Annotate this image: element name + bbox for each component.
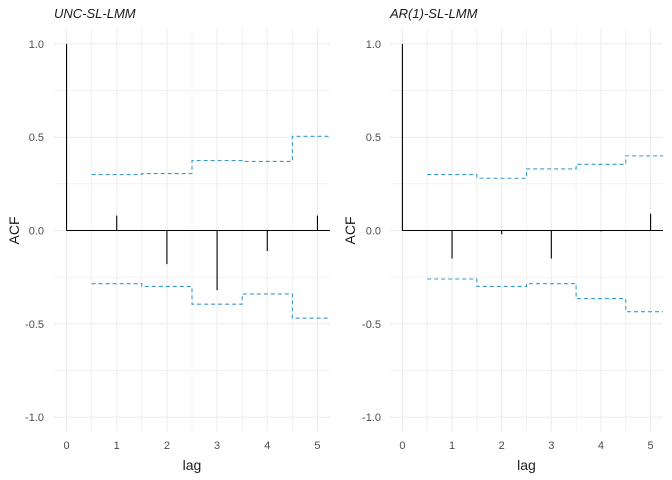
x-tick-label: 1 <box>449 440 455 452</box>
panel-title: UNC-SL-LMM <box>54 6 136 21</box>
x-tick-label: 5 <box>648 440 654 452</box>
ci-upper-line <box>427 155 663 179</box>
x-tick-label: 0 <box>399 440 405 452</box>
y-tick-label: 0.0 <box>366 226 381 238</box>
x-axis-title: lag <box>517 457 536 473</box>
x-tick-label: 4 <box>264 440 270 452</box>
x-tick-label: 4 <box>598 440 604 452</box>
y-tick-label: -0.5 <box>362 319 381 331</box>
x-tick-label: 3 <box>214 440 220 452</box>
y-tick-label: -1.0 <box>25 412 44 424</box>
y-tick-label: -1.0 <box>362 412 381 424</box>
y-axis-title: ACF <box>6 217 22 245</box>
x-tick-label: 2 <box>164 440 170 452</box>
x-axis-title: lag <box>183 457 202 473</box>
panel-2: 0 1 2 3 4 5 -1.0 -0.5 0.0 0.5 1.0 AR(1)-SL-LMM lag AC… <box>342 6 663 473</box>
x-tick-label: 1 <box>114 440 120 452</box>
y-tick-label: 1.0 <box>366 39 381 51</box>
panel-1: 0 1 2 3 4 5 -1.0 -0.5 0.0 0.5 1.0 UNC-SL-LMM lag ACF <box>6 6 330 473</box>
ci-lower-line <box>91 283 330 319</box>
y-tick-label: 1.0 <box>29 39 44 51</box>
ci-upper-line <box>91 135 330 176</box>
x-tick-label: 5 <box>314 440 320 452</box>
y-axis-title: ACF <box>342 217 358 245</box>
y-tick-label: -0.5 <box>25 319 44 331</box>
panel-title: AR(1)-SL-LMM <box>389 6 478 21</box>
y-tick-label: 0.5 <box>29 132 44 144</box>
y-tick-label: 0.0 <box>29 226 44 238</box>
x-tick-label: 0 <box>63 440 69 452</box>
x-tick-label: 2 <box>499 440 505 452</box>
x-tick-label: 3 <box>548 440 554 452</box>
y-tick-label: 0.5 <box>366 132 381 144</box>
ci-lower-line <box>427 278 663 313</box>
